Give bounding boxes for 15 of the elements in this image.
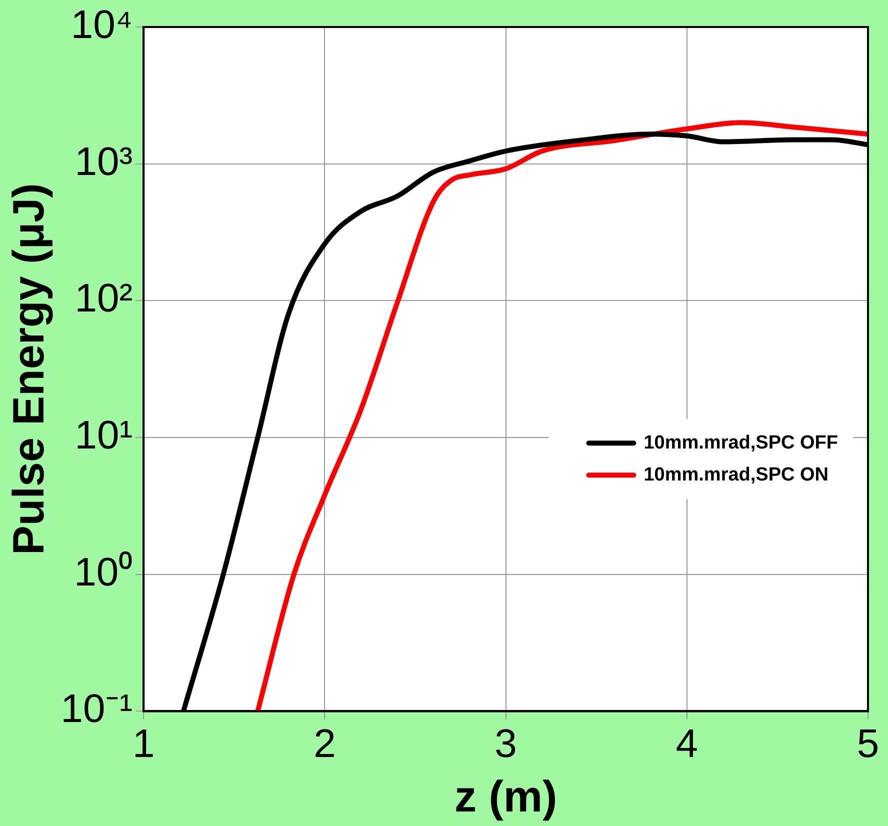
x-tick-label: 1 <box>132 722 155 766</box>
x-tick-label: 5 <box>856 722 880 766</box>
y-axis-title: Pulse Energy (μJ) <box>4 183 54 555</box>
y-tick-label: 10¹ <box>74 414 133 458</box>
y-tick-label: 10⁴ <box>70 3 133 48</box>
x-axis-title: z (m) <box>454 772 558 822</box>
y-tick-label: 10⁻¹ <box>60 687 133 732</box>
legend-label: 10mm.mrad,SPC OFF <box>644 432 838 454</box>
x-tick-label: 4 <box>676 722 698 766</box>
x-tick-label: 2 <box>314 722 336 766</box>
y-tick-label: 10³ <box>74 140 133 184</box>
x-tick-label: 3 <box>494 722 517 766</box>
y-tick-label: 10² <box>74 276 133 321</box>
legend-label: 10mm.mrad,SPC ON <box>644 464 829 486</box>
y-tick-label: 10⁰ <box>74 550 133 594</box>
